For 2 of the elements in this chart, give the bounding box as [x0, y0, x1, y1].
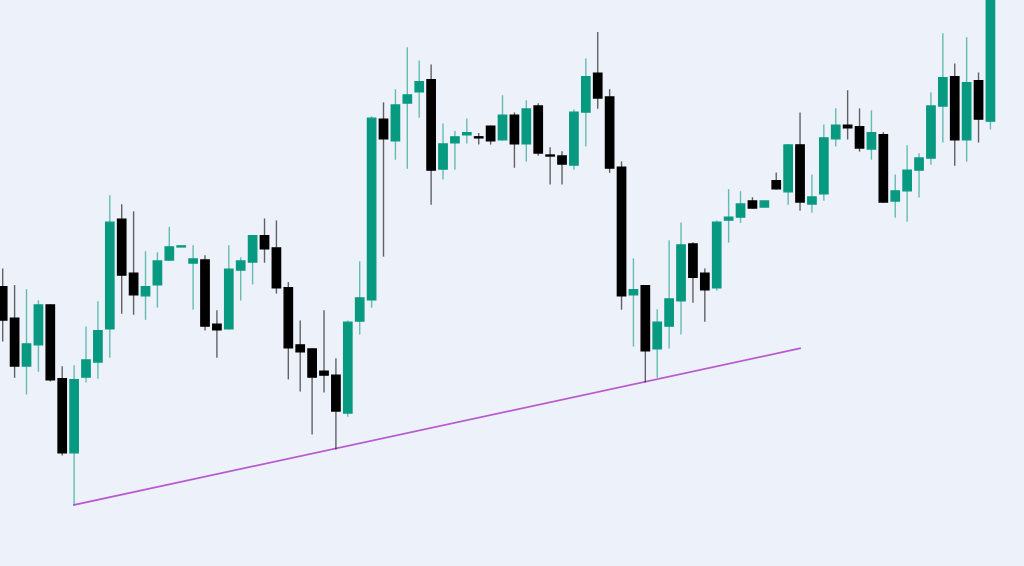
candlestick [176, 245, 187, 248]
candlestick [759, 200, 770, 208]
